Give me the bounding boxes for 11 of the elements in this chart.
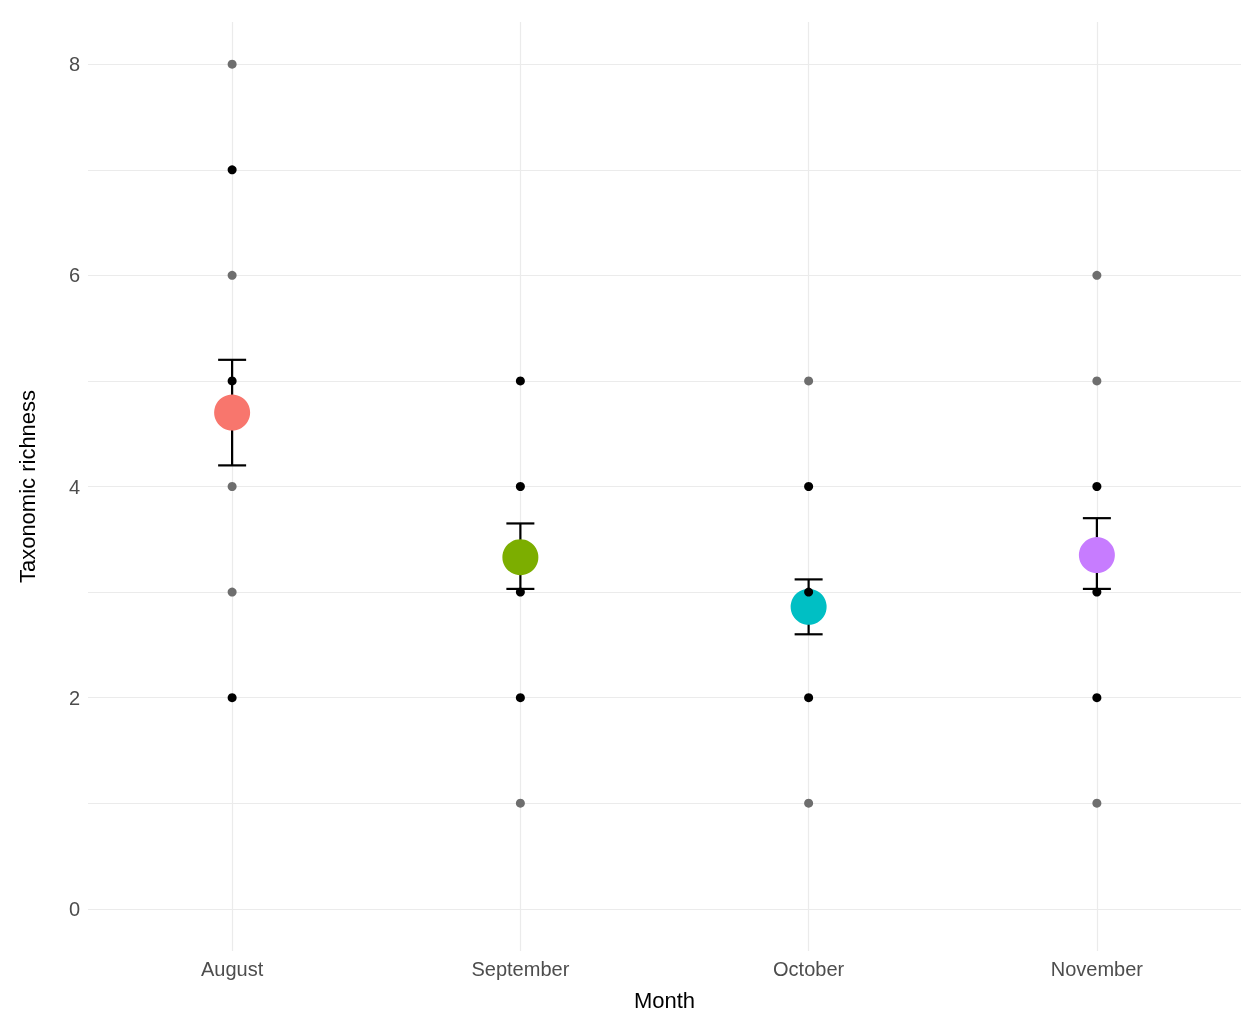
x-tick-label: August	[200, 958, 264, 980]
x-tick-label: October	[773, 958, 845, 980]
x-tick-label: September	[471, 958, 570, 980]
y-tick-label: 0	[68, 897, 80, 920]
x-axis-title: Month	[633, 987, 696, 1013]
y-axis-title: Taxonomic richness	[14, 389, 40, 584]
y-tick-label: 4	[68, 475, 80, 498]
y-tick-label: 2	[68, 686, 80, 709]
y-tick-label: 6	[68, 264, 80, 287]
x-tick-label: November	[1050, 958, 1144, 980]
y-tick-label: 8	[68, 53, 80, 76]
